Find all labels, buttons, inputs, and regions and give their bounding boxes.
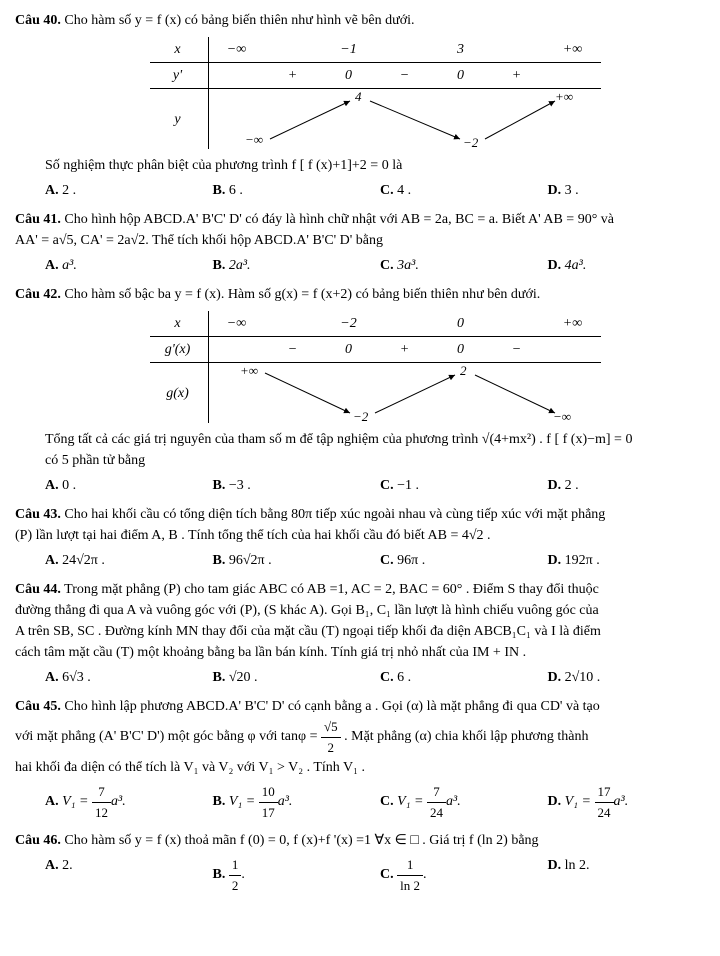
svg-text:−∞: −∞ (245, 132, 263, 147)
question-46: Câu 46. Cho hàm số y = f (x) thoả mãn f … (15, 830, 720, 895)
q43-options: A. 24√2π . B. 96√2π . C. 96π . D. 192π . (15, 550, 720, 571)
svg-text:2: 2 (460, 363, 467, 378)
q41-label: Câu 41. (15, 212, 61, 227)
q40-variation-svg: −∞ 4 −2 +∞ (235, 89, 575, 149)
question-42: Câu 42. Cho hàm số bậc ba y = f (x). Hàm… (15, 284, 720, 496)
q40-table: x −∞ −1 3 +∞ y' + 0− 0+ y −∞ (15, 37, 720, 149)
question-41: Câu 41. Cho hình hộp ABCD.A' B'C' D' có … (15, 209, 720, 276)
q43-label: Câu 43. (15, 507, 61, 522)
question-44: Câu 44. Trong mặt phẳng (P) cho tam giác… (15, 579, 720, 688)
q46-options: A. 2. B. 12. C. 1ln 2. D. ln 2. (15, 855, 720, 895)
q44-text4: cách tâm mặt cầu (T) một khoảng bằng ba … (15, 642, 720, 663)
question-40: Câu 40. Cho hàm số y = f (x) có bảng biế… (15, 10, 720, 201)
q44-options: A. 6√3 . B. √20 . C. 6 . D. 2√10 . (15, 667, 720, 688)
q42-text3: có 5 phần tử bằng (15, 450, 720, 471)
svg-text:+∞: +∞ (240, 363, 258, 378)
q44-label: Câu 44. (15, 582, 61, 597)
q45-label: Câu 45. (15, 699, 61, 714)
q42-label: Câu 42. (15, 287, 61, 302)
q45-options: A. V₁ = 712a³. B. V₁ = 1017a³. C. V₁ = 7… (15, 782, 720, 822)
q40-text: Cho hàm số y = f (x) có bảng biến thiên … (64, 13, 414, 28)
q40-text2: Số nghiệm thực phân biệt của phương trìn… (15, 155, 720, 176)
q42-text2: Tổng tất cả các giá trị nguyên của tham … (15, 429, 720, 450)
q41-options: A. a³. B. 2a³. C. 3a³. D. 4a³. (15, 255, 720, 276)
question-43: Câu 43. Cho hai khối cầu có tổng diện tí… (15, 504, 720, 571)
q42-text1: Cho hàm số bậc ba y = f (x). Hàm số g(x)… (64, 287, 540, 302)
q42-variation-svg: +∞ −2 2 −∞ (235, 363, 575, 423)
svg-text:4: 4 (355, 89, 362, 104)
q43-text1: Cho hai khối cầu có tổng diện tích bằng … (64, 507, 605, 522)
svg-text:−2: −2 (353, 409, 369, 423)
q43-text2: (P) lần lượt tại hai điểm A, B . Tính tổ… (15, 525, 720, 546)
q45-text1: Cho hình lập phương ABCD.A' B'C' D' có c… (64, 699, 599, 714)
q44-text3: A trên SB, SC . Đường kính MN thay đổi c… (15, 621, 720, 642)
q44-text2: đường thẳng đi qua A và vuông góc với (P… (15, 600, 720, 621)
q45-text3: hai khối đa diện có thể tích là V₁ và V₂… (15, 757, 720, 778)
q46-label: Câu 46. (15, 833, 61, 848)
q41-text2: AA' = a√5, CA' = 2a√2. Thể tích khối hộp… (15, 230, 720, 251)
q42-table: x −∞ −2 0 +∞ g'(x) − 0+ 0− g(x) +∞ (15, 311, 720, 423)
svg-text:−2: −2 (463, 135, 479, 149)
svg-text:+∞: +∞ (555, 89, 573, 104)
q45-line2: với mặt phẳng (A' B'C' D') một góc bằng … (15, 717, 720, 757)
svg-text:−∞: −∞ (553, 409, 571, 423)
question-45: Câu 45. Cho hình lập phương ABCD.A' B'C'… (15, 696, 720, 822)
q44-text1: Trong mặt phẳng (P) cho tam giác ABC có … (64, 582, 599, 597)
q42-options: A. 0 . B. −3 . C. −1 . D. 2 . (15, 475, 720, 496)
q40-label: Câu 40. (15, 13, 61, 28)
q46-text1: Cho hàm số y = f (x) thoả mãn f (0) = 0,… (64, 833, 538, 848)
q40-options: A. 2 . B. 6 . C. 4 . D. 3 . (15, 180, 720, 201)
q41-text1: Cho hình hộp ABCD.A' B'C' D' có đáy là h… (64, 212, 614, 227)
